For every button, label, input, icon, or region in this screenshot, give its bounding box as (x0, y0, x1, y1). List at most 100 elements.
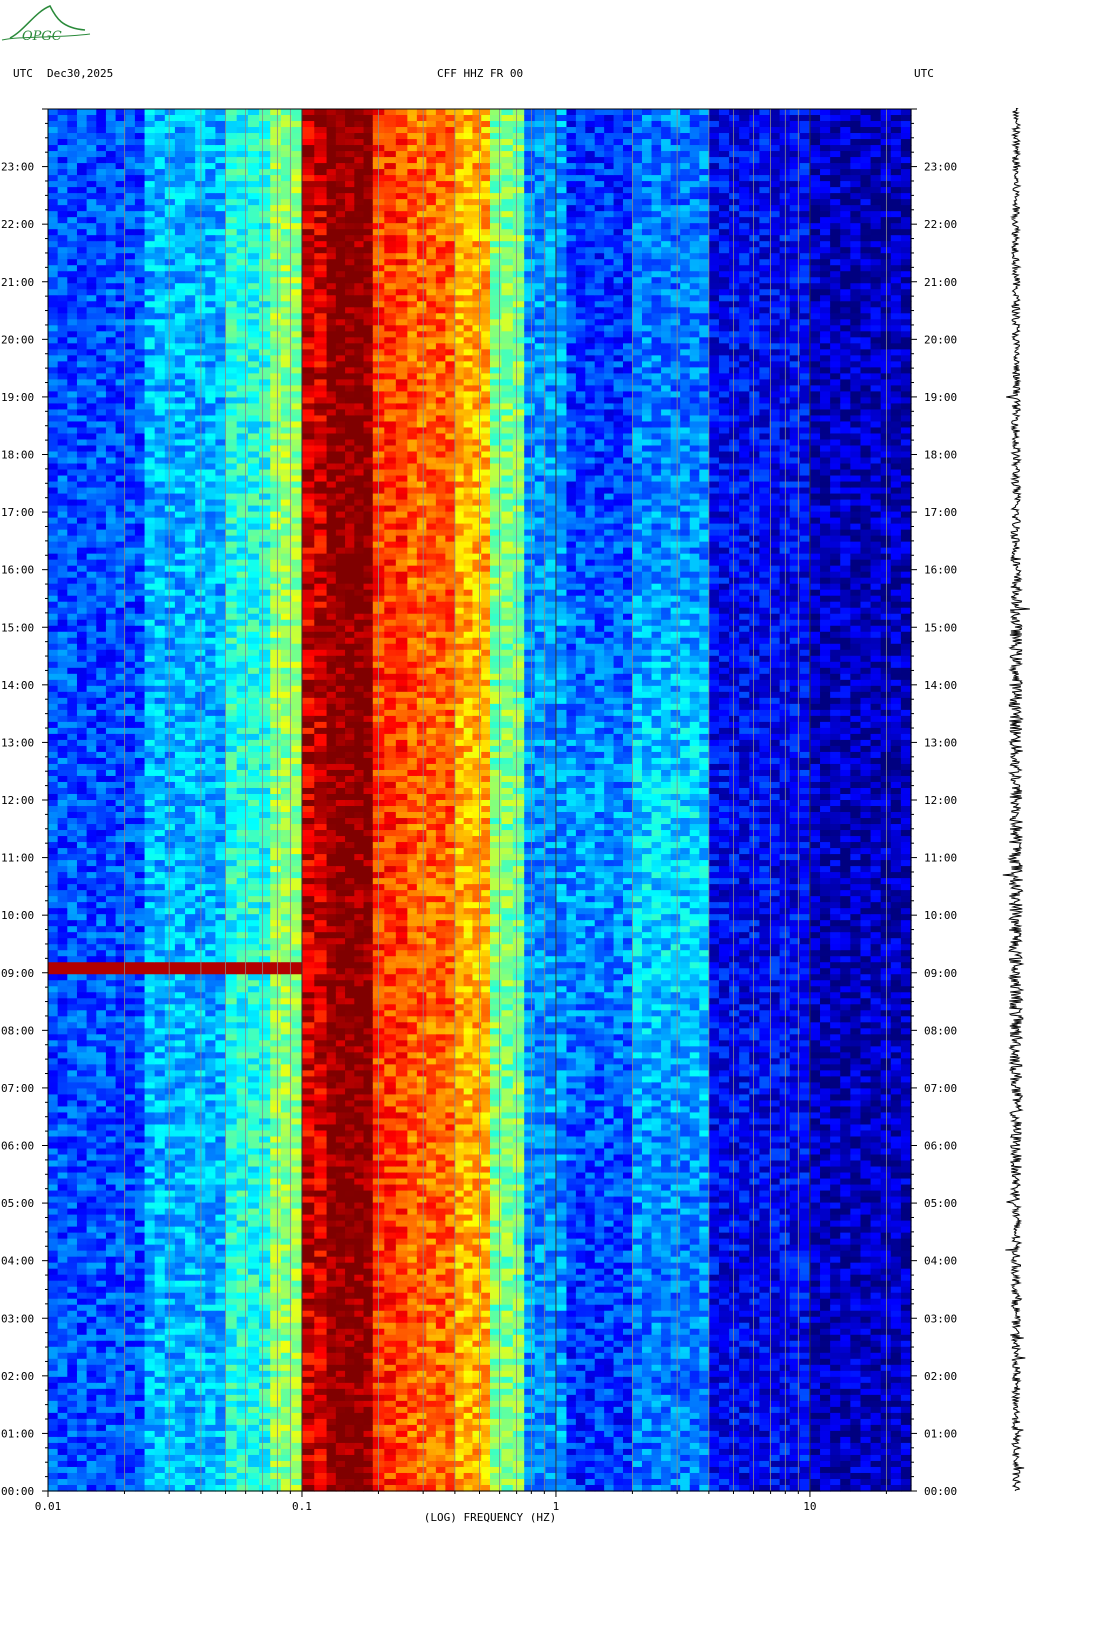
heatmap-cell (67, 787, 78, 795)
heatmap-cell (174, 295, 186, 302)
heatmap-cell (57, 757, 68, 765)
heatmap-cell (215, 1148, 227, 1156)
heatmap-cell (105, 1016, 117, 1023)
heatmap-cell (76, 475, 88, 483)
heatmap-cell (125, 379, 136, 386)
heatmap-cell (215, 1322, 227, 1330)
heatmap-cell (134, 1448, 146, 1456)
heatmap-cell (48, 920, 59, 927)
heatmap-cell (215, 1436, 227, 1444)
heatmap-cell (154, 217, 166, 224)
heatmap-cell (76, 607, 88, 615)
heatmap-cell (185, 259, 196, 266)
heatmap-cell (247, 457, 260, 465)
heatmap-cell (225, 151, 238, 158)
heatmap-cell (236, 613, 249, 621)
heatmap-cell (154, 1016, 166, 1023)
heatmap-cell (164, 1286, 176, 1294)
heatmap-cell (236, 1286, 249, 1294)
heatmap-cell (164, 1004, 176, 1011)
heatmap-cell (125, 547, 136, 555)
heatmap-cell (259, 349, 271, 356)
heatmap-cell (259, 565, 271, 573)
heatmap-cell (247, 1316, 260, 1324)
heatmap-cell (205, 559, 216, 567)
heatmap-cell (125, 1046, 136, 1053)
heatmap-cell (76, 1016, 88, 1023)
heatmap-cell (96, 1322, 107, 1330)
heatmap-cell (134, 1328, 146, 1336)
heatmap-cell (115, 169, 126, 176)
heatmap-cell (57, 133, 68, 140)
heatmap-cell (164, 1064, 176, 1071)
heatmap-cell (225, 175, 238, 182)
heatmap-cell (76, 703, 88, 711)
heatmap-cell (225, 908, 238, 915)
heatmap-cell (215, 289, 227, 296)
heatmap-cell (215, 655, 227, 663)
heatmap-cell (86, 1232, 97, 1240)
heatmap-cell (96, 403, 107, 411)
heatmap-cell (76, 661, 88, 669)
heatmap-cell (144, 1004, 156, 1011)
heatmap-cell (67, 1358, 78, 1366)
heatmap-cell (105, 583, 117, 591)
heatmap-cell (247, 187, 260, 194)
heatmap-cell (247, 277, 260, 284)
heatmap-cell (86, 1454, 97, 1462)
heatmap-cell (105, 175, 117, 182)
heatmap-cell (164, 1106, 176, 1114)
heatmap-cell (154, 1202, 166, 1210)
heatmap-cell (67, 541, 78, 549)
heatmap-cell (134, 884, 146, 891)
heatmap-cell (247, 601, 260, 609)
heatmap-cell (225, 427, 238, 435)
heatmap-cell (57, 121, 68, 128)
heatmap-cell (154, 223, 166, 230)
heatmap-cell (225, 157, 238, 164)
heatmap-cell (134, 661, 146, 669)
heatmap-cell (154, 866, 166, 873)
heatmap-cell (144, 781, 156, 789)
heatmap-cell (215, 499, 227, 507)
heatmap-cell (225, 938, 238, 945)
heatmap-cell (48, 367, 59, 374)
heatmap-cell (134, 289, 146, 296)
heatmap-cell (247, 313, 260, 320)
heatmap-cell (236, 289, 249, 296)
heatmap-cell (115, 121, 126, 128)
heatmap-cell (115, 800, 126, 807)
heatmap-cell (115, 1460, 126, 1468)
heatmap-cell (57, 565, 68, 573)
heatmap-cell (57, 115, 68, 122)
heatmap-cell (115, 1040, 126, 1047)
heatmap-cell (247, 1070, 260, 1077)
heatmap-cell (225, 511, 238, 519)
heatmap-cell (134, 361, 146, 368)
heatmap-cell (48, 1442, 59, 1450)
heatmap-cell (247, 1076, 260, 1084)
heatmap-cell (215, 1274, 227, 1282)
heatmap-cell (134, 848, 146, 855)
heatmap-cell (125, 998, 136, 1005)
heatmap-cell (225, 1352, 238, 1360)
heatmap-cell (76, 679, 88, 687)
heatmap-cell (259, 469, 271, 477)
heatmap-cell (96, 637, 107, 645)
heatmap-cell (105, 1208, 117, 1216)
heatmap-cell (247, 493, 260, 501)
heatmap-cell (57, 1412, 68, 1420)
heatmap-cell (76, 1040, 88, 1047)
heatmap-cell (154, 1250, 166, 1258)
heatmap-cell (115, 733, 126, 741)
heatmap-cell (76, 619, 88, 627)
heatmap-cell (96, 1010, 107, 1017)
heatmap-cell (215, 391, 227, 399)
heatmap-cell (236, 1352, 249, 1360)
heatmap-cell (185, 1352, 196, 1360)
heatmap-cell (259, 1046, 271, 1053)
heatmap-cell (96, 649, 107, 657)
heatmap-cell (96, 854, 107, 861)
heatmap-cell (57, 643, 68, 651)
heatmap-cell (174, 607, 186, 615)
